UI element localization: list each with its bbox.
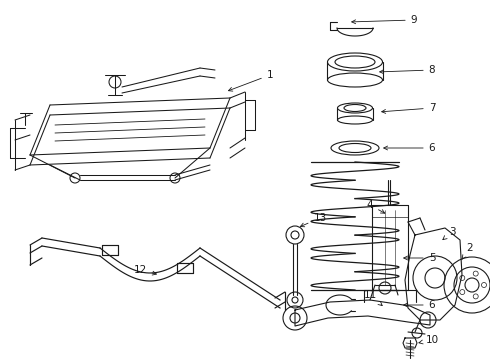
Text: 9: 9 [352,15,417,25]
Text: 4: 4 [367,200,385,213]
Text: 6: 6 [404,300,435,310]
Text: 5: 5 [404,253,435,263]
Text: 7: 7 [382,103,435,113]
Text: 12: 12 [133,265,156,275]
Text: 1: 1 [228,70,273,91]
Text: 11: 11 [364,290,382,306]
Text: 13: 13 [300,213,327,227]
Text: 3: 3 [443,227,455,240]
Text: 8: 8 [380,65,435,75]
Text: 10: 10 [419,335,439,345]
Text: 2: 2 [462,243,473,259]
Text: 6: 6 [384,143,435,153]
